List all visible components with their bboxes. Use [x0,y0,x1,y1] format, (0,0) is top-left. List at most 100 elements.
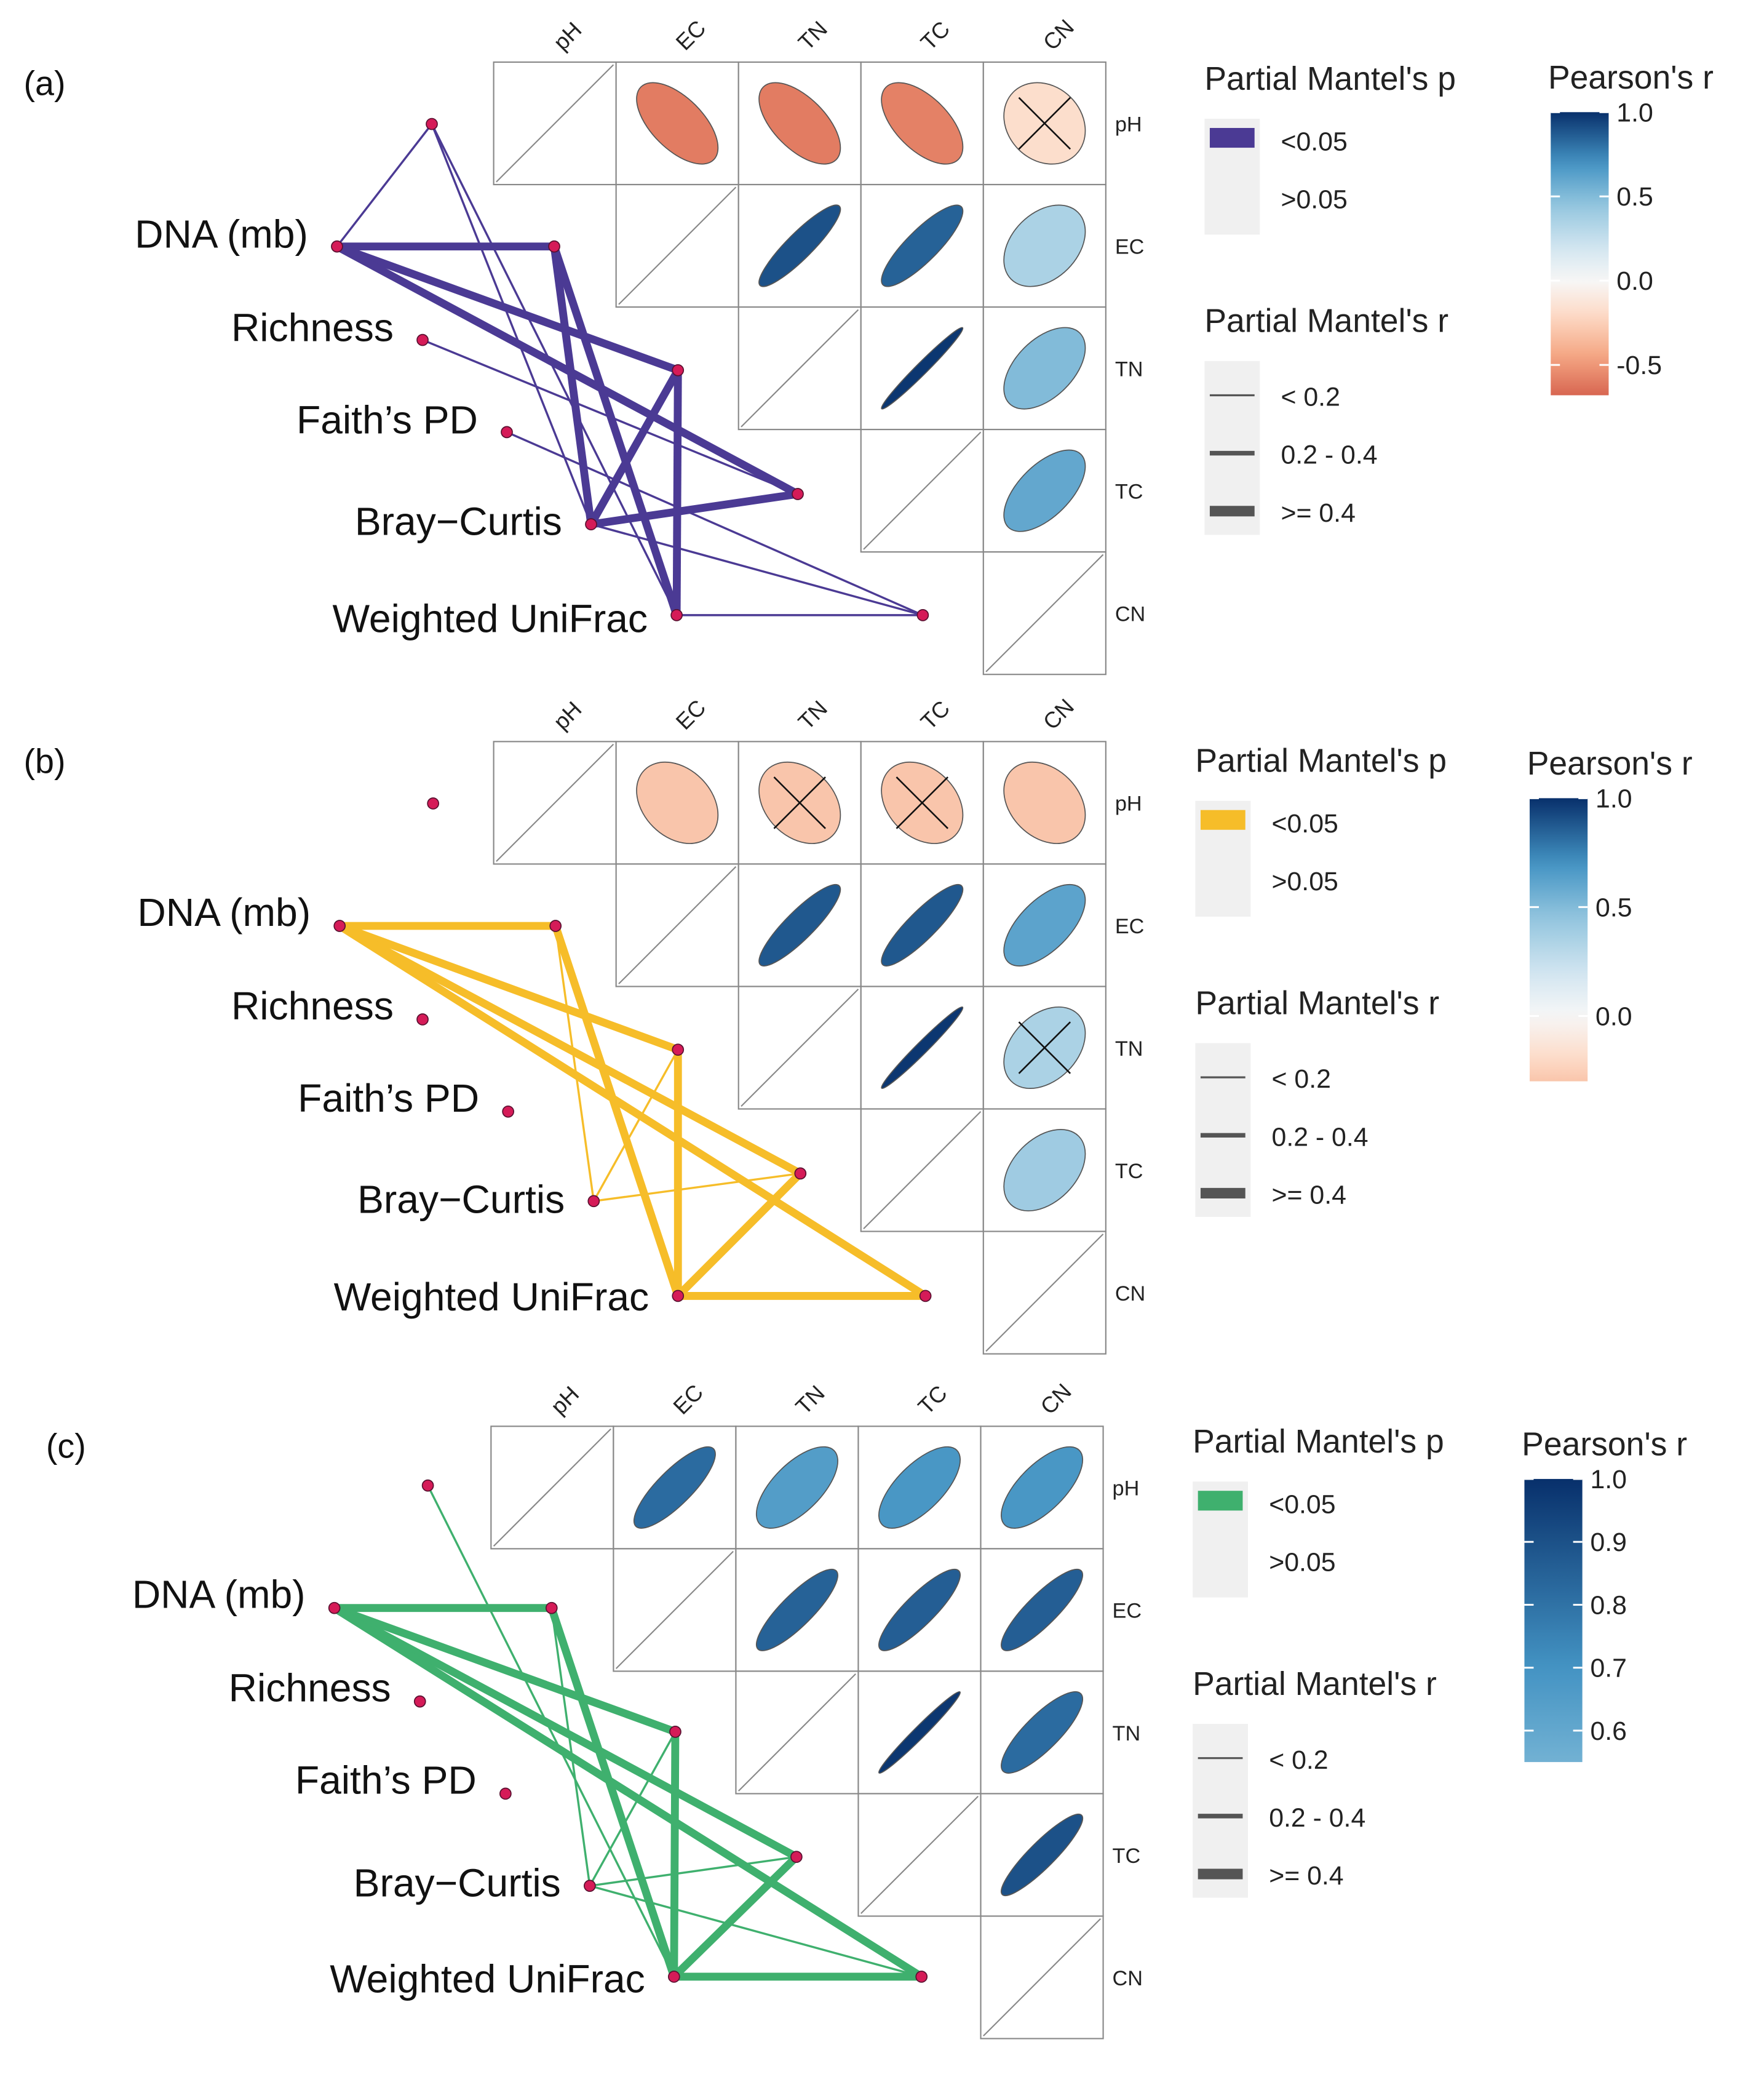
legend-r-item: 0.2 - 0.4 [1272,1122,1369,1152]
diagonal-line [496,743,614,862]
legend-r-item: 0.2 - 0.4 [1269,1803,1365,1833]
response-label: Richness [229,1666,391,1710]
legend-p: Partial Mantel's p <0.05 >0.05 [1195,743,1447,917]
correlation-ellipse [758,204,841,287]
row-label: pH [1115,113,1142,136]
correlation-ellipse [636,82,719,165]
column-label: TC [916,696,955,735]
column-label: CN [1038,14,1079,55]
row-label: TN [1115,1037,1143,1061]
legend-p-item: >0.05 [1281,185,1348,215]
correlation-ellipse [1001,1446,1084,1529]
correlation-ellipse [1001,1813,1084,1896]
env-node [916,609,929,621]
colorbar-tick-label: 0.0 [1616,266,1653,296]
response-node [331,240,343,253]
response-label: Bray−Curtis [354,1860,561,1905]
response-label: Richness [231,306,394,350]
mantel-edges [335,922,930,1300]
mantel-edge [673,1169,805,1300]
response-node [501,426,513,439]
column-label: CN [1036,1379,1076,1419]
legend-r-item: >= 0.4 [1281,498,1356,528]
colorbar-rect [1524,1478,1583,1763]
diagonal-line [615,1550,734,1669]
correlation-ellipse [878,1568,961,1651]
mantel-edge [506,431,924,616]
env-node [669,1726,681,1738]
correlation-ellipse [1003,327,1086,410]
legend-r-title: Partial Mantel's r [1195,985,1439,1021]
nonsignificant-mark [773,776,826,829]
mantel-edge [336,122,433,248]
response-node [584,1880,596,1892]
column-label: EC [668,1379,708,1419]
legend-p-swatch [1198,1491,1243,1511]
diagonal-line [985,554,1104,672]
response-node [667,1971,680,1983]
response-label: Faith’s PD [298,1076,479,1120]
env-node [790,1851,803,1864]
column-label: TN [790,1381,829,1419]
colorbar: Pearson's r1.0 0.5 0.0 -0.5 [1548,60,1714,396]
env-node [672,1043,685,1056]
mantel-edges [330,1484,926,1981]
column-label: TC [916,16,955,55]
response-node [587,1195,600,1208]
mantel-edge [426,1484,675,1978]
correlation-ellipse [1001,1568,1084,1651]
mantel-edge [589,1884,923,1978]
legend-p-item: >0.05 [1272,867,1338,896]
row-label: CN [1115,1282,1145,1306]
response-label: Faith’s PD [295,1758,477,1802]
correlation-ellipse [758,883,841,967]
colorbar-rect [1551,112,1609,396]
column-label: TN [793,696,832,735]
mantel-edge [670,1728,680,1981]
colorbar-tick-label: 1.0 [1616,98,1653,127]
correlation-ellipse [633,1446,716,1529]
mantel-edge [551,922,682,1300]
colorbar-tick-label: 0.7 [1590,1654,1626,1683]
diagonal-line [863,431,982,550]
diagonal-line [496,64,614,183]
response-label: DNA (mb) [137,890,311,935]
response-node [585,518,597,531]
diagonal-line [983,1918,1102,2037]
legend-p-title: Partial Mantel's p [1193,1424,1444,1460]
legend-p: Partial Mantel's p <0.05 >0.05 [1204,61,1456,235]
mantel-edge [335,922,682,1054]
diagonal-line [741,988,859,1107]
mantel-edge [670,1852,801,1981]
diagonal-line [860,1795,979,1914]
row-label: pH [1115,792,1142,816]
response-node [333,920,346,932]
env-node [421,1479,434,1492]
correlation-ellipse [755,1568,838,1651]
response-node [499,1787,512,1800]
env-node [549,920,562,932]
colorbar-tick-label: 0.5 [1595,893,1632,922]
correlation-ellipse [881,327,964,410]
mantel-edge [335,922,805,1178]
colorbar-title: Pearson's r [1527,746,1693,782]
mantel-edge [335,922,930,1300]
mantel-edge [592,1048,679,1203]
column-label: TC [913,1381,952,1419]
column-label: EC [671,695,711,735]
colorbar-title: Pearson's r [1548,60,1714,96]
mantel-edge [431,122,678,616]
response-node [328,1601,341,1614]
mantel-edge [550,1606,591,1887]
correlation-ellipse [881,204,964,287]
column-label: TN [793,16,832,55]
legend-r-title: Partial Mantel's r [1204,303,1448,340]
correlation-ellipse [636,761,719,844]
mantel-edges [333,122,924,620]
mantel-edge [330,1604,680,1736]
mantel-edge [333,242,802,498]
correlation-ellipse [1003,204,1086,287]
mantel-edge [421,338,799,495]
legend-p-swatch [1200,810,1246,830]
